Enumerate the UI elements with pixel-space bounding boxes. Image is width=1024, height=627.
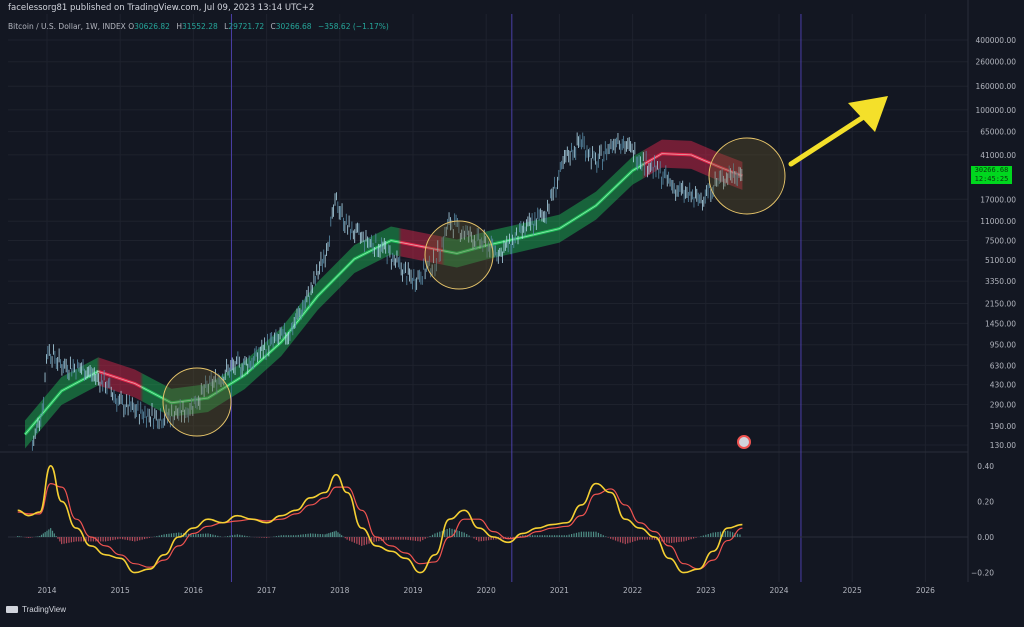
bar-countdown: 12:45:25 — [974, 174, 1009, 183]
up-right-arrow-icon — [788, 96, 888, 167]
trend-band — [23, 139, 743, 449]
price-axis-label: 950.00 — [990, 341, 1016, 350]
price-axis-label: 7500.00 — [985, 237, 1016, 246]
last-price-badge: 30266.68 12:45:25 — [971, 166, 1012, 184]
price-axis-label: 290.00 — [990, 401, 1016, 410]
price-axis-label: 630.00 — [990, 361, 1016, 370]
price-axis-label: 5100.00 — [985, 256, 1016, 265]
time-axis-label: 2020 — [477, 586, 496, 595]
price-axis-label: 3350.00 — [985, 277, 1016, 286]
grid-lines — [0, 0, 969, 582]
oscillator-axis-label: −0.20 — [971, 569, 994, 578]
time-axis-label: 2018 — [330, 586, 349, 595]
time-axis-label: 2019 — [403, 586, 422, 595]
highlight-circle — [708, 137, 786, 215]
oscillator-axis-label: 0.40 — [977, 462, 994, 471]
oscillator-line — [17, 464, 743, 574]
price-candles — [31, 132, 743, 451]
price-axis-label: 160000.00 — [975, 82, 1016, 91]
arrow-head — [848, 96, 888, 132]
tradingview-logo[interactable]: TradingView — [6, 605, 66, 614]
price-axis-label: 260000.00 — [975, 58, 1016, 67]
trend-band-core — [24, 153, 743, 435]
last-price: 30266.68 — [974, 166, 1009, 174]
low-label: L — [224, 22, 229, 31]
close-value: 30266.68 — [275, 22, 312, 31]
trend-band-fill — [25, 139, 743, 449]
symbol-legend[interactable]: Bitcoin / U.S. Dollar, 1W, INDEX O30626.… — [8, 22, 389, 31]
change-value: −358.62 (−1.17%) — [317, 22, 389, 31]
open-label: O — [128, 22, 135, 31]
signal-line — [17, 482, 743, 570]
oscillator-axis-label: 0.20 — [977, 497, 994, 506]
time-axis-label: 2022 — [623, 586, 642, 595]
time-axis-label: 2024 — [769, 586, 788, 595]
oscillator-pane — [8, 464, 968, 574]
time-axis-label: 2014 — [37, 586, 56, 595]
price-axis-label: 17000.00 — [980, 195, 1016, 204]
price-axis-label: 400000.00 — [975, 36, 1016, 45]
tradingview-brand: TradingView — [22, 605, 67, 614]
price-axis-label: 130.00 — [990, 441, 1016, 450]
tradingview-logo-icon — [6, 606, 18, 614]
time-axis[interactable]: 2014 2015 2016 2017 2018 2019 2020 2021 2022 2023… — [37, 586, 935, 595]
time-axis-label: 2017 — [257, 586, 276, 595]
price-axis-label: 100000.00 — [975, 106, 1016, 115]
time-axis-label: 2016 — [184, 586, 203, 595]
price-axis-label: 2150.00 — [985, 300, 1016, 309]
price-axis-label: 190.00 — [990, 422, 1016, 431]
arrow-shaft — [788, 115, 865, 167]
time-axis-label: 2023 — [696, 586, 715, 595]
time-axis-label: 2021 — [550, 586, 569, 595]
halving-lines — [230, 14, 802, 582]
time-axis-label: 2015 — [111, 586, 130, 595]
symbol-name: Bitcoin / U.S. Dollar, 1W, INDEX — [8, 22, 126, 31]
price-axis[interactable]: 400000.00 260000.00 160000.00 100000.00 6500… — [971, 36, 1016, 578]
oscillator-axis-label: 0.00 — [977, 533, 994, 542]
low-value: 29721.72 — [228, 22, 265, 31]
high-label: H — [176, 22, 182, 31]
time-axis-label: 2025 — [843, 586, 862, 595]
price-axis-label: 430.00 — [990, 381, 1016, 390]
price-axis-label: 1450.00 — [985, 319, 1016, 328]
price-axis-label: 11000.00 — [980, 217, 1016, 226]
close-label: C — [270, 22, 276, 31]
price-axis-label: 41000.00 — [980, 151, 1016, 160]
price-axis-label: 65000.00 — [980, 128, 1016, 137]
time-axis-label: 2026 — [916, 586, 935, 595]
publisher-line: facelessorg81 published on TradingView.c… — [8, 3, 315, 13]
highlight-circle — [424, 220, 494, 290]
earnings-event-icon[interactable] — [737, 435, 751, 449]
highlight-circles — [162, 137, 786, 437]
highlight-circle — [162, 367, 232, 437]
open-value: 30626.82 — [134, 22, 170, 31]
high-value: 31552.28 — [181, 22, 218, 31]
